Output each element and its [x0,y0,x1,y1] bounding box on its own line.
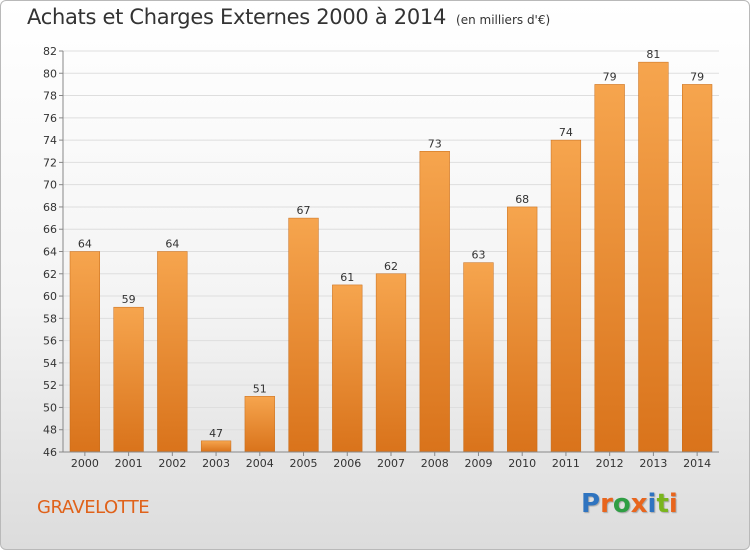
x-tick-label: 2000 [71,457,99,470]
bar-2013 [638,61,669,453]
chart-title: Achats et Charges Externes 2000 à 2014 (e… [27,5,550,29]
bar-2007 [375,273,407,453]
y-tick-label: 60 [43,290,57,303]
commune-name: GRAVELOTTE [37,497,150,518]
y-tick-label: 52 [43,379,57,392]
y-tick-label: 62 [43,268,57,281]
logo-letter: r [600,489,613,519]
y-tick-label: 56 [43,335,57,348]
y-tick-label: 46 [43,446,57,459]
bar-2011 [550,139,582,453]
x-tick-label: 2011 [552,457,580,470]
x-tick-label: 2012 [596,457,624,470]
x-tick-label: 2008 [421,457,449,470]
bar-2004 [244,396,275,453]
data-label: 79 [690,70,704,83]
bar-2012 [594,84,625,453]
logo-letter: i [668,489,678,519]
y-tick-label: 64 [43,246,57,259]
data-label: 62 [384,260,398,273]
x-tick-label: 2013 [639,457,667,470]
data-label: 59 [122,293,136,306]
y-tick-label: 82 [43,45,57,58]
x-tick-label: 2004 [246,457,274,470]
logo-letter: o [612,489,631,519]
x-tick-label: 2005 [290,457,318,470]
y-tick-label: 68 [43,201,57,214]
logo-letter: t [656,489,669,519]
y-tick-label: 70 [43,179,57,192]
data-label: 67 [297,204,311,217]
x-axis-ticks: 2000 2001 2002 2003 2004 2005 2006 2007 2008 2009… [71,452,711,470]
y-tick-label: 48 [43,424,57,437]
y-tick-label: 54 [43,357,57,370]
data-label: 51 [253,382,267,395]
y-tick-label: 74 [43,134,57,147]
x-tick-label: 2014 [683,457,711,470]
bar-2001 [113,306,144,453]
data-label: 74 [559,126,573,139]
y-tick-label: 58 [43,312,57,325]
x-tick-label: 2002 [158,457,186,470]
y-tick-label: 66 [43,223,57,236]
bar-2005 [288,217,319,453]
logo-letter: i [647,489,657,519]
data-label: 73 [428,137,442,150]
proxiti-logo[interactable]: Proxiti [581,489,678,519]
y-tick-label: 50 [43,401,57,414]
bar-2014 [682,84,713,453]
x-tick-label: 2009 [464,457,492,470]
bar-2002 [157,251,188,453]
chart-title-text: Achats et Charges Externes 2000 à 2014 [27,5,447,29]
bars [69,61,713,453]
y-axis-ticks: 46 48 50 52 54 56 58 60 62 64 66 68 70 72 74 76 78 80 82 [43,45,63,459]
y-tick-label: 80 [43,67,57,80]
data-label: 81 [646,48,660,61]
x-tick-label: 2010 [508,457,536,470]
data-label: 47 [209,427,223,440]
bar-2008 [419,151,450,453]
data-label: 64 [78,238,92,251]
data-label: 61 [340,271,354,284]
x-tick-label: 2001 [115,457,143,470]
bar-2000 [69,251,100,453]
chart-subtitle: (en milliers d'€) [456,13,551,27]
bar-2010 [507,206,538,453]
x-tick-label: 2006 [333,457,361,470]
bar-2006 [332,284,363,453]
x-tick-label: 2007 [377,457,405,470]
data-label: 79 [603,70,617,83]
data-labels: 64 59 64 47 51 67 61 62 73 63 68 74 79 81 79 [78,48,704,440]
bar-2003 [200,440,232,453]
data-label: 68 [515,193,529,206]
y-tick-label: 72 [43,156,57,169]
x-tick-label: 2003 [202,457,230,470]
data-label: 64 [165,238,179,251]
logo-letter: P [581,489,601,519]
y-tick-label: 78 [43,90,57,103]
data-label: 63 [471,249,485,262]
y-tick-label: 76 [43,112,57,125]
bar-2009 [463,262,494,453]
logo-letter: x [630,489,648,519]
